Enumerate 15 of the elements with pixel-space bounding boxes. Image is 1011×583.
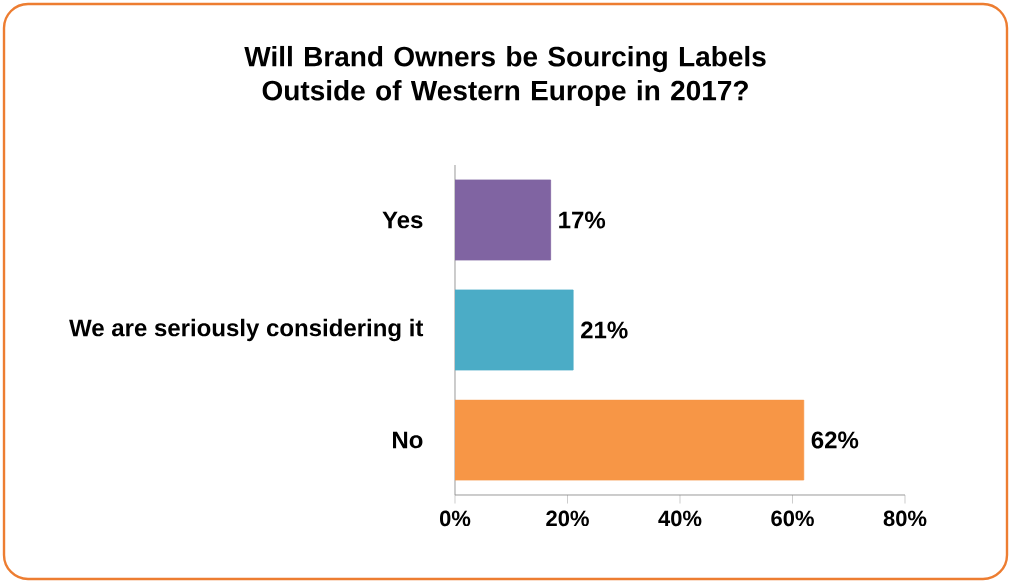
data-label: 21%: [581, 321, 628, 339]
x-tick-label: 0%: [439, 510, 471, 527]
bar: [455, 289, 574, 371]
x-tick-label: 40%: [658, 510, 702, 527]
bar: [455, 179, 552, 261]
data-label: 17%: [559, 211, 606, 229]
chart-title: Will Brand Owners be Sourcing Labels Outside of Western Europe in 2017?: [244, 45, 766, 107]
y-tick-label: No: [393, 431, 423, 449]
x-tick-label: 20%: [546, 510, 589, 527]
y-tick-label: We are seriously considering it: [69, 318, 424, 342]
x-tick-label: 80%: [883, 510, 927, 527]
data-label: 62%: [811, 431, 859, 449]
y-tick-label: Yes: [382, 211, 423, 229]
x-tick-label: 60%: [771, 510, 814, 527]
bar: [455, 399, 805, 481]
